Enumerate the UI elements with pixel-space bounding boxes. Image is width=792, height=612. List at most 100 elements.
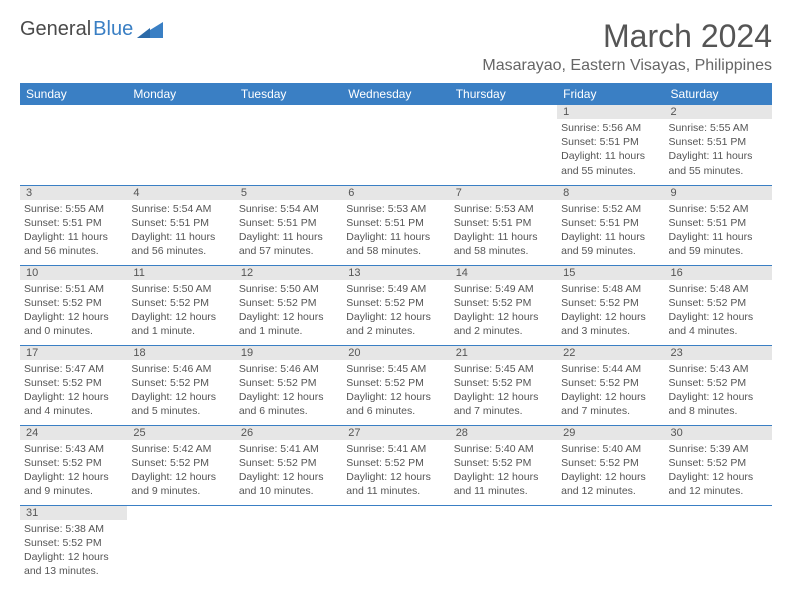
- day-number: 8: [557, 186, 664, 200]
- daylight-text: Daylight: 12 hours and 2 minutes.: [346, 310, 445, 338]
- sunrise-text: Sunrise: 5:40 AM: [454, 442, 553, 456]
- sunset-text: Sunset: 5:51 PM: [669, 216, 768, 230]
- calendar-cell: 22Sunrise: 5:44 AMSunset: 5:52 PMDayligh…: [557, 345, 664, 425]
- day-number: 16: [665, 266, 772, 280]
- day-content: Sunrise: 5:53 AMSunset: 5:51 PMDaylight:…: [450, 200, 557, 263]
- day-number: 27: [342, 426, 449, 440]
- day-number: 6: [342, 186, 449, 200]
- day-content: Sunrise: 5:53 AMSunset: 5:51 PMDaylight:…: [342, 200, 449, 263]
- sunrise-text: Sunrise: 5:55 AM: [669, 121, 768, 135]
- location-subtitle: Masarayao, Eastern Visayas, Philippines: [482, 57, 772, 75]
- day-content: Sunrise: 5:43 AMSunset: 5:52 PMDaylight:…: [665, 360, 772, 423]
- calendar-cell: 3Sunrise: 5:55 AMSunset: 5:51 PMDaylight…: [20, 185, 127, 265]
- calendar-cell: 15Sunrise: 5:48 AMSunset: 5:52 PMDayligh…: [557, 265, 664, 345]
- day-content: Sunrise: 5:49 AMSunset: 5:52 PMDaylight:…: [450, 280, 557, 343]
- sunrise-text: Sunrise: 5:56 AM: [561, 121, 660, 135]
- calendar-cell: 12Sunrise: 5:50 AMSunset: 5:52 PMDayligh…: [235, 265, 342, 345]
- daylight-text: Daylight: 12 hours and 4 minutes.: [24, 390, 123, 418]
- weekday-header: Friday: [557, 83, 664, 105]
- day-content: Sunrise: 5:52 AMSunset: 5:51 PMDaylight:…: [665, 200, 772, 263]
- sunrise-text: Sunrise: 5:54 AM: [239, 202, 338, 216]
- day-content: Sunrise: 5:48 AMSunset: 5:52 PMDaylight:…: [557, 280, 664, 343]
- calendar-row: 1Sunrise: 5:56 AMSunset: 5:51 PMDaylight…: [20, 105, 772, 185]
- sunrise-text: Sunrise: 5:52 AM: [669, 202, 768, 216]
- day-content: Sunrise: 5:46 AMSunset: 5:52 PMDaylight:…: [127, 360, 234, 423]
- weekday-header: Thursday: [450, 83, 557, 105]
- daylight-text: Daylight: 12 hours and 4 minutes.: [669, 310, 768, 338]
- sunrise-text: Sunrise: 5:50 AM: [239, 282, 338, 296]
- calendar-cell: 17Sunrise: 5:47 AMSunset: 5:52 PMDayligh…: [20, 345, 127, 425]
- daylight-text: Daylight: 12 hours and 9 minutes.: [24, 470, 123, 498]
- calendar-cell: 6Sunrise: 5:53 AMSunset: 5:51 PMDaylight…: [342, 185, 449, 265]
- calendar-row: 24Sunrise: 5:43 AMSunset: 5:52 PMDayligh…: [20, 425, 772, 505]
- day-number: 19: [235, 346, 342, 360]
- sunrise-text: Sunrise: 5:47 AM: [24, 362, 123, 376]
- weekday-header: Monday: [127, 83, 234, 105]
- day-number: 28: [450, 426, 557, 440]
- calendar-cell: 11Sunrise: 5:50 AMSunset: 5:52 PMDayligh…: [127, 265, 234, 345]
- day-number: 20: [342, 346, 449, 360]
- day-content: Sunrise: 5:55 AMSunset: 5:51 PMDaylight:…: [665, 119, 772, 182]
- sunrise-text: Sunrise: 5:41 AM: [346, 442, 445, 456]
- sunset-text: Sunset: 5:51 PM: [561, 135, 660, 149]
- sunset-text: Sunset: 5:52 PM: [24, 456, 123, 470]
- sunrise-text: Sunrise: 5:48 AM: [669, 282, 768, 296]
- day-content: Sunrise: 5:38 AMSunset: 5:52 PMDaylight:…: [20, 520, 127, 583]
- day-number: 13: [342, 266, 449, 280]
- sunset-text: Sunset: 5:52 PM: [669, 376, 768, 390]
- day-content: Sunrise: 5:54 AMSunset: 5:51 PMDaylight:…: [127, 200, 234, 263]
- daylight-text: Daylight: 12 hours and 12 minutes.: [669, 470, 768, 498]
- sunset-text: Sunset: 5:52 PM: [239, 296, 338, 310]
- daylight-text: Daylight: 12 hours and 6 minutes.: [239, 390, 338, 418]
- day-content: Sunrise: 5:56 AMSunset: 5:51 PMDaylight:…: [557, 119, 664, 182]
- day-number: 31: [20, 506, 127, 520]
- calendar-cell: [450, 505, 557, 585]
- sunrise-text: Sunrise: 5:39 AM: [669, 442, 768, 456]
- calendar-cell: [20, 105, 127, 185]
- calendar-cell: 31Sunrise: 5:38 AMSunset: 5:52 PMDayligh…: [20, 505, 127, 585]
- calendar-cell: 28Sunrise: 5:40 AMSunset: 5:52 PMDayligh…: [450, 425, 557, 505]
- calendar-cell: 19Sunrise: 5:46 AMSunset: 5:52 PMDayligh…: [235, 345, 342, 425]
- page-header: GeneralBlue March 2024 Masarayao, Easter…: [20, 18, 772, 75]
- sunrise-text: Sunrise: 5:53 AM: [454, 202, 553, 216]
- sunset-text: Sunset: 5:52 PM: [239, 376, 338, 390]
- calendar-cell: 2Sunrise: 5:55 AMSunset: 5:51 PMDaylight…: [665, 105, 772, 185]
- daylight-text: Daylight: 12 hours and 1 minute.: [239, 310, 338, 338]
- sunset-text: Sunset: 5:52 PM: [131, 296, 230, 310]
- sunrise-text: Sunrise: 5:48 AM: [561, 282, 660, 296]
- calendar-cell: 27Sunrise: 5:41 AMSunset: 5:52 PMDayligh…: [342, 425, 449, 505]
- sunrise-text: Sunrise: 5:49 AM: [346, 282, 445, 296]
- daylight-text: Daylight: 12 hours and 5 minutes.: [131, 390, 230, 418]
- sunset-text: Sunset: 5:52 PM: [561, 456, 660, 470]
- daylight-text: Daylight: 12 hours and 7 minutes.: [561, 390, 660, 418]
- sunrise-text: Sunrise: 5:50 AM: [131, 282, 230, 296]
- day-number: 23: [665, 346, 772, 360]
- calendar-cell: 25Sunrise: 5:42 AMSunset: 5:52 PMDayligh…: [127, 425, 234, 505]
- calendar-row: 31Sunrise: 5:38 AMSunset: 5:52 PMDayligh…: [20, 505, 772, 585]
- daylight-text: Daylight: 12 hours and 9 minutes.: [131, 470, 230, 498]
- sunset-text: Sunset: 5:51 PM: [346, 216, 445, 230]
- sunset-text: Sunset: 5:52 PM: [24, 536, 123, 550]
- calendar-row: 17Sunrise: 5:47 AMSunset: 5:52 PMDayligh…: [20, 345, 772, 425]
- sunset-text: Sunset: 5:52 PM: [24, 296, 123, 310]
- calendar-cell: 9Sunrise: 5:52 AMSunset: 5:51 PMDaylight…: [665, 185, 772, 265]
- logo-text-1: General: [20, 18, 91, 41]
- sunrise-text: Sunrise: 5:51 AM: [24, 282, 123, 296]
- day-content: Sunrise: 5:52 AMSunset: 5:51 PMDaylight:…: [557, 200, 664, 263]
- daylight-text: Daylight: 12 hours and 11 minutes.: [454, 470, 553, 498]
- sunrise-text: Sunrise: 5:45 AM: [454, 362, 553, 376]
- day-number: 22: [557, 346, 664, 360]
- sunrise-text: Sunrise: 5:49 AM: [454, 282, 553, 296]
- calendar-cell: 24Sunrise: 5:43 AMSunset: 5:52 PMDayligh…: [20, 425, 127, 505]
- logo-text-2: Blue: [93, 18, 133, 41]
- day-number: 15: [557, 266, 664, 280]
- day-number: 5: [235, 186, 342, 200]
- sunset-text: Sunset: 5:51 PM: [454, 216, 553, 230]
- calendar-cell: 8Sunrise: 5:52 AMSunset: 5:51 PMDaylight…: [557, 185, 664, 265]
- daylight-text: Daylight: 12 hours and 13 minutes.: [24, 550, 123, 578]
- sunset-text: Sunset: 5:51 PM: [239, 216, 338, 230]
- calendar-cell: 4Sunrise: 5:54 AMSunset: 5:51 PMDaylight…: [127, 185, 234, 265]
- calendar-cell: [450, 105, 557, 185]
- sunrise-text: Sunrise: 5:40 AM: [561, 442, 660, 456]
- day-content: Sunrise: 5:41 AMSunset: 5:52 PMDaylight:…: [235, 440, 342, 503]
